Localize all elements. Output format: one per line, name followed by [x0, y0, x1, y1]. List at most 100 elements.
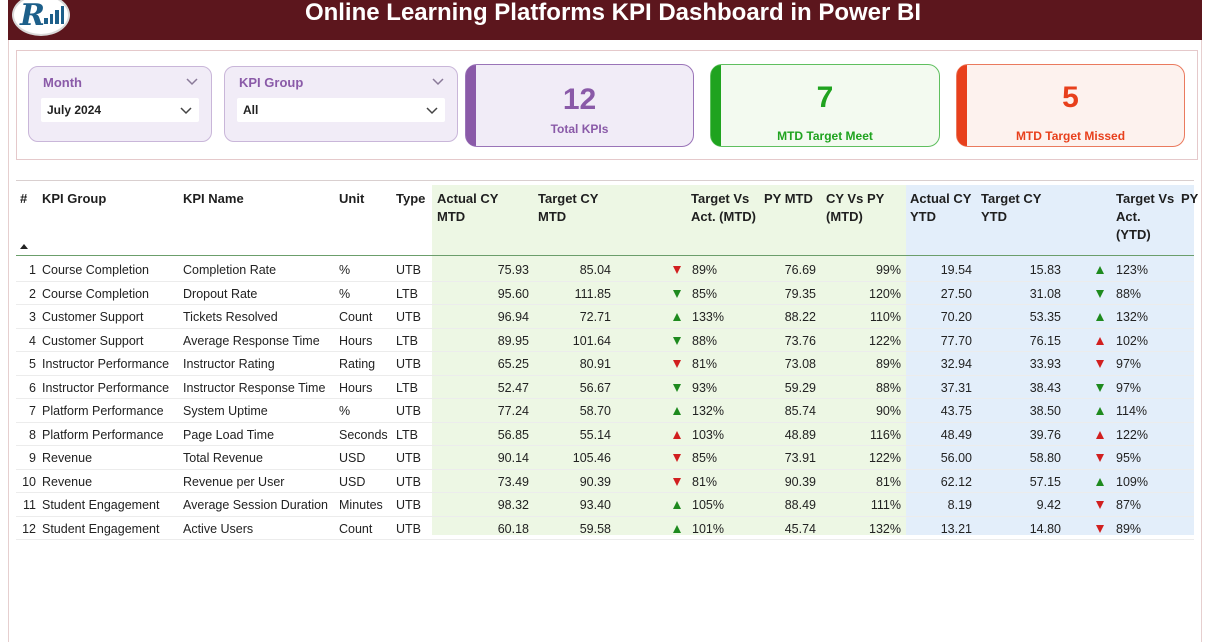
row-divider — [16, 398, 1194, 399]
triangle-down-icon — [1096, 524, 1104, 533]
cell-num: 10 — [22, 474, 36, 489]
cell-num: 11 — [23, 498, 36, 512]
col-header-kpi-name[interactable]: KPI Name — [183, 191, 244, 206]
month-slicer[interactable]: Month July 2024 — [28, 66, 212, 142]
cell-tva-mtd: 101% — [692, 521, 724, 536]
cell-tva-ytd: 89% — [1116, 521, 1142, 536]
chevron-down-icon[interactable] — [431, 74, 445, 88]
page-title: Online Learning Platforms KPI Dashboard … — [304, 0, 922, 26]
cell-tva-ytd: 88% — [1116, 286, 1142, 301]
col-header-num[interactable]: # — [20, 191, 28, 206]
row-divider — [16, 515, 1194, 517]
table-row[interactable]: 2 Course Completion Dropout Rate% LTB 95.60 1… — [16, 282, 1194, 305]
col-header-target-cy-ytd[interactable]: Target CY YTD — [981, 191, 1042, 224]
table-row[interactable]: 5 Instructor Performance Instructor Rating… — [16, 352, 1194, 376]
cell-actual-mtd: 95.60 — [497, 286, 529, 301]
cell-target-ytd: 33.93 — [1029, 357, 1061, 371]
cell-unit: Minutes — [339, 498, 383, 512]
cell-group: Course Completion — [42, 263, 149, 277]
col-header-target-vs-act-mtd[interactable]: Target Vs Act. (MTD) — [691, 191, 756, 224]
table-row[interactable]: 11 Student Engagement Average Session Dura… — [16, 493, 1194, 517]
row-divider — [16, 304, 1194, 305]
chevron-down-icon[interactable] — [185, 74, 199, 88]
cell-actual-ytd: 32.94 — [940, 357, 972, 371]
col-header-actual-cy-mtd[interactable]: Actual CY MTD — [437, 191, 499, 224]
table-row[interactable]: 8 Platform Performance Page Load Time Secon… — [16, 423, 1194, 446]
chevron-down-icon[interactable] — [425, 103, 439, 117]
cell-actual-mtd: 89.95 — [497, 333, 529, 348]
cell-type: UTB — [396, 451, 421, 465]
row-divider — [16, 374, 1194, 376]
cell-name: Dropout Rate — [183, 286, 258, 301]
cell-target-mtd: 93.40 — [579, 498, 611, 512]
table-row[interactable]: 1 Course Completion Completion Rate% UTB 75.… — [16, 258, 1194, 282]
table-row[interactable]: 6 Instructor Performance Instructor Respon… — [16, 376, 1194, 399]
col-header-actual-cy-ytd[interactable]: Actual CY YTD — [910, 191, 972, 224]
cell-num: 7 — [29, 404, 36, 418]
kpi-table — [16, 180, 1194, 642]
col-header-unit[interactable]: Unit — [339, 191, 365, 206]
col-header-kpi-group[interactable]: KPI Group — [42, 191, 107, 206]
cell-actual-mtd: 98.32 — [497, 498, 529, 512]
row-divider — [16, 539, 1194, 540]
cell-actual-ytd: 62.12 — [940, 474, 972, 489]
triangle-up-icon — [673, 430, 681, 439]
cell-unit: USD — [339, 451, 366, 465]
cell-tva-mtd: 88% — [692, 333, 718, 348]
col-header-target-vs-act-ytd[interactable]: Target Vs Act. (YTD) — [1116, 191, 1175, 242]
table-row[interactable]: 3 Customer Support Tickets Resolved Count UT… — [16, 305, 1194, 329]
triangle-down-icon — [673, 289, 681, 298]
table-row[interactable]: 12 Student Engagement Active Users Count UTB… — [16, 517, 1194, 540]
month-dropdown[interactable]: July 2024 — [41, 98, 199, 122]
cell-unit: Count — [339, 310, 373, 324]
cell-cyvspy-mtd: 81% — [875, 474, 901, 489]
cell-group: Revenue — [42, 451, 93, 465]
table-row[interactable]: 7 Platform Performance System Uptime% UTB 77… — [16, 399, 1194, 423]
cell-tva-mtd: 103% — [692, 427, 724, 442]
cell-tva-mtd: 132% — [692, 404, 724, 418]
col-header-target-cy-mtd[interactable]: Target CY MTD — [538, 191, 599, 224]
cell-py-mtd: 73.08 — [784, 357, 816, 371]
cell-tva-mtd: 89% — [692, 263, 718, 277]
cell-target-ytd: 53.35 — [1029, 310, 1061, 324]
dashboard-frame — [8, 0, 1202, 642]
triangle-down-icon — [673, 360, 681, 368]
cell-num: 9 — [29, 451, 36, 465]
triangle-up-icon — [1096, 430, 1104, 439]
cell-actual-ytd: 43.75 — [940, 404, 972, 418]
col-header-type[interactable]: Type — [396, 191, 426, 206]
cell-py-mtd: 90.39 — [784, 474, 816, 489]
col-header-py-mtd[interactable]: PY MTD — [764, 191, 813, 206]
total-kpis-card: 12 Total KPIs — [465, 64, 694, 147]
kpi-group-dropdown[interactable]: All — [237, 98, 445, 122]
cell-cyvspy-mtd: 122% — [869, 451, 901, 465]
table-row[interactable]: 10 Revenue Revenue per User USD UTB 73.49 90.3… — [16, 470, 1194, 493]
cell-cyvspy-mtd: 122% — [869, 333, 901, 348]
cell-target-ytd: 58.80 — [1029, 451, 1061, 465]
cell-py-mtd: 88.49 — [784, 498, 816, 512]
chevron-down-icon[interactable] — [179, 103, 193, 117]
mtd-target-meet-caption: MTD Target Meet — [777, 129, 873, 143]
col-header-cy-vs-py-mtd[interactable]: CY Vs PY (MTD) — [826, 191, 885, 224]
mtd-target-meet-card: 7 MTD Target Meet — [710, 64, 940, 147]
cell-py-mtd: 73.76 — [784, 333, 816, 348]
cell-cyvspy-mtd: 120% — [869, 286, 901, 301]
table-row[interactable]: 9 Revenue Total Revenue USD UTB 90.14 105.46 85… — [16, 446, 1194, 470]
col-header-py-ytd[interactable]: PY — [1181, 191, 1199, 206]
triangle-down-icon — [1096, 454, 1104, 462]
triangle-up-icon — [673, 407, 681, 415]
cell-num: 12 — [22, 521, 36, 536]
month-slicer-label: Month — [43, 75, 82, 90]
cell-py-mtd: 48.89 — [784, 427, 816, 442]
table-row[interactable]: 4 Customer Support Average Response Time Ho… — [16, 329, 1194, 352]
cell-tva-ytd: 114% — [1116, 404, 1148, 418]
triangle-down-icon — [673, 477, 681, 486]
cell-name: Completion Rate — [183, 263, 277, 277]
kpi-group-slicer[interactable]: KPI Group All — [224, 66, 458, 142]
cell-py-mtd: 45.74 — [784, 521, 816, 536]
cell-target-ytd: 31.08 — [1029, 286, 1061, 301]
cell-tva-mtd: 93% — [692, 380, 718, 395]
card-accent-bar — [711, 65, 721, 146]
cell-actual-ytd: 8.19 — [947, 498, 972, 512]
sort-ascending-icon[interactable] — [20, 244, 28, 249]
